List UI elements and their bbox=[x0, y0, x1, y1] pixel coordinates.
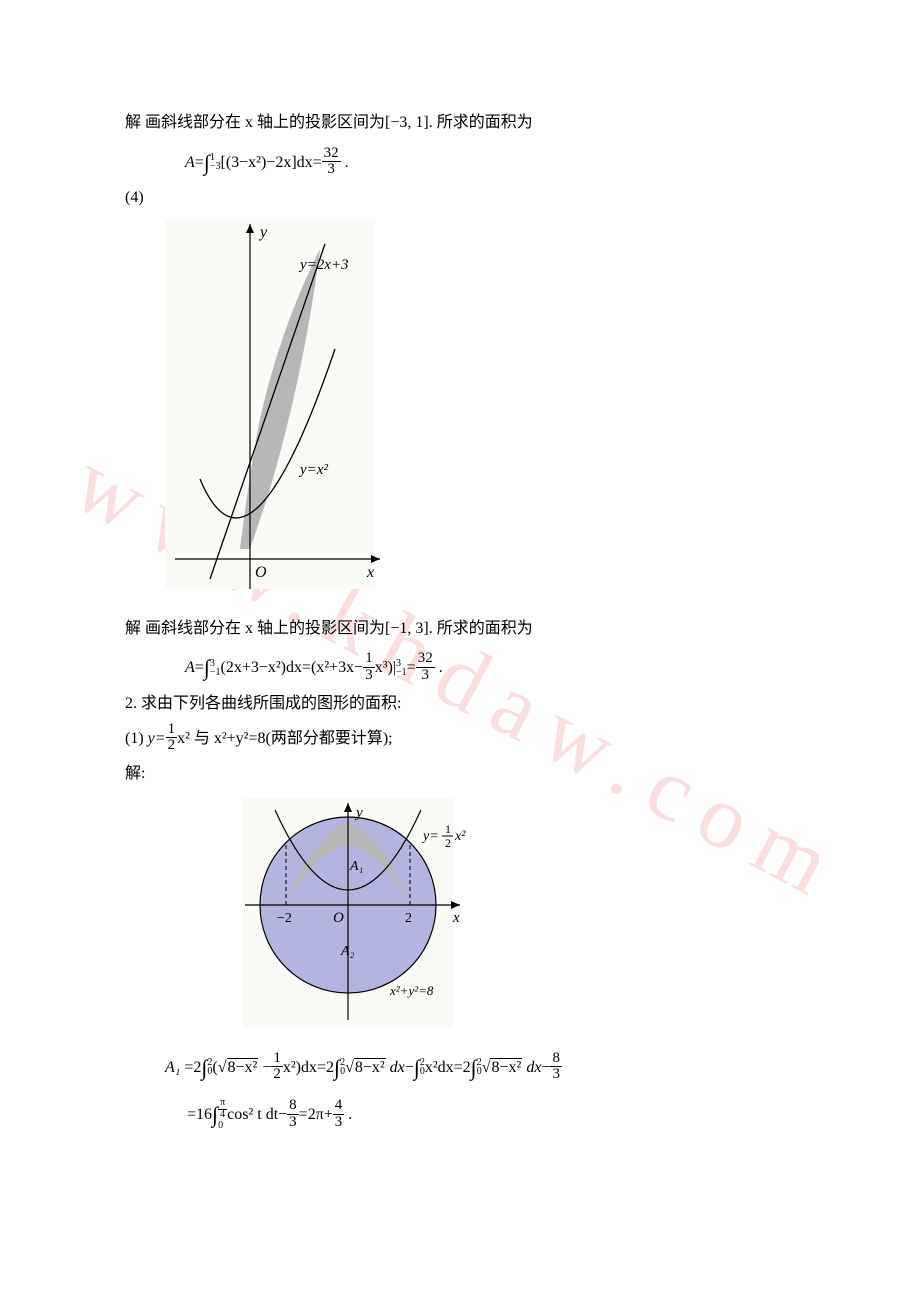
figure-2: y x O −2 2 A₁ A₂ x²+y²=8 y= 1 2 x² bbox=[225, 795, 810, 1035]
q-num: 2. bbox=[125, 695, 137, 712]
parab2-x2: x² bbox=[454, 829, 466, 844]
pre2: =2 bbox=[317, 1059, 334, 1076]
lim: 20 bbox=[207, 1058, 212, 1076]
int-limits: 3−1 bbox=[210, 659, 221, 677]
fraction: 323 bbox=[416, 651, 435, 684]
y-label: y bbox=[258, 224, 268, 241]
x-arrow bbox=[371, 555, 380, 563]
q-num: (1) bbox=[125, 729, 144, 746]
figure-1: y x O y=2x+3 y=x² bbox=[165, 219, 810, 604]
lim: π40 bbox=[218, 1099, 227, 1130]
fraction: 12 bbox=[166, 722, 178, 755]
x-arrow2 bbox=[451, 901, 460, 909]
x-label2: x bbox=[452, 910, 460, 926]
sqrt: 8−x² bbox=[345, 1055, 386, 1081]
neg2-tick: −2 bbox=[277, 911, 292, 926]
question-2: 2. 求由下列各曲线所围成的图形的面积: bbox=[125, 691, 810, 717]
eq-lhs: A bbox=[185, 154, 195, 171]
mid2: x³)| bbox=[375, 659, 396, 676]
final-eq-2: =16∫π40cos² t dt−83=2π+43 . bbox=[125, 1094, 810, 1132]
a2-label: A₂ bbox=[340, 944, 355, 959]
sqrt: 8−x² bbox=[218, 1055, 259, 1081]
a1: A₁ bbox=[165, 1059, 180, 1076]
graph2-svg: y x O −2 2 A₁ A₂ x²+y²=8 y= 1 2 x² bbox=[225, 795, 505, 1030]
dx: dx bbox=[386, 1059, 405, 1076]
x2dx2: x²dx bbox=[425, 1059, 454, 1076]
parab2-eq1: y= bbox=[421, 829, 439, 844]
integrand: [(3−x²)−2x]dx bbox=[220, 154, 312, 171]
solution-1-text: 解 画斜线部分在 x 轴上的投影区间为[−3, 1]. 所求的面积为 bbox=[125, 110, 810, 136]
y-label2: y bbox=[354, 805, 363, 821]
question-2-1: (1) y=12x² 与 x²+y²=8(两部分都要计算); bbox=[125, 723, 810, 756]
sol-text: 画斜线部分在 x 轴上的投影区间为[−3, 1]. 所求的面积为 bbox=[145, 114, 533, 131]
sol-label: 解 bbox=[125, 114, 141, 131]
pre3: =2 bbox=[454, 1059, 471, 1076]
sol-text: 画斜线部分在 x 轴上的投影区间为[−1, 3]. 所求的面积为 bbox=[145, 620, 533, 637]
pre: =2 bbox=[184, 1059, 201, 1076]
int-limits: 1−3 bbox=[210, 153, 221, 171]
x2dx: x²)dx bbox=[283, 1059, 317, 1076]
fraction: 13 bbox=[363, 651, 375, 684]
solution-2-text: 解 画斜线部分在 x 轴上的投影区间为[−1, 3]. 所求的面积为 bbox=[125, 616, 810, 642]
line-eq: y=2x+3 bbox=[298, 257, 349, 273]
lim: 20 bbox=[420, 1058, 425, 1076]
origin-label: O bbox=[255, 564, 267, 581]
fraction: 43 bbox=[333, 1098, 345, 1131]
fraction: 83 bbox=[287, 1098, 299, 1131]
pos2-tick: 2 bbox=[405, 911, 412, 926]
sqrt: 8−x² bbox=[482, 1055, 523, 1081]
final-eq-1: A₁ =2∫20(8−x² −12x²)dx=2∫208−x² dx−∫20x²… bbox=[125, 1047, 810, 1085]
a1-label: A₁ bbox=[349, 859, 363, 874]
page-content: 解 画斜线部分在 x 轴上的投影区间为[−3, 1]. 所求的面积为 A=∫1−… bbox=[125, 110, 810, 1132]
circle-eq: x²+y²=8 bbox=[389, 983, 434, 998]
parab-eq: y=x² bbox=[298, 462, 328, 478]
parab2-frac-n: 1 bbox=[445, 822, 451, 836]
item-4: (4) bbox=[125, 185, 810, 211]
graph1-svg: y x O y=2x+3 y=x² bbox=[165, 219, 395, 599]
solution-1-eq: A=∫1−3[(3−x²)−2x]dx=323 . bbox=[125, 142, 810, 180]
q-text: 求由下列各曲线所围成的图形的面积: bbox=[141, 695, 401, 712]
dx: dx bbox=[522, 1059, 541, 1076]
rest: x² 与 x²+y²=8(两部分都要计算); bbox=[177, 729, 393, 746]
eq-lhs: A bbox=[185, 659, 195, 676]
solution-2-eq: A=∫3−1(2x+3−x²)dx=(x²+3x−13x³)|3−1=323 . bbox=[125, 647, 810, 685]
fraction: 83 bbox=[550, 1051, 562, 1084]
eq: =2π+ bbox=[299, 1106, 333, 1123]
sol-label: 解 bbox=[125, 620, 141, 637]
minus: − bbox=[405, 1059, 414, 1076]
integrand: (2x+3−x²)dx bbox=[220, 659, 302, 676]
eval-limits: 3−1 bbox=[396, 659, 407, 677]
parab2-frac-d: 2 bbox=[445, 836, 451, 850]
cos: cos² t dt− bbox=[227, 1106, 287, 1123]
solution-3-label: 解: bbox=[125, 761, 810, 787]
y-eq: y= bbox=[148, 729, 166, 746]
x-label: x bbox=[366, 564, 374, 581]
origin2: O bbox=[333, 910, 344, 926]
mid: (x²+3x− bbox=[311, 659, 363, 676]
fraction: 12 bbox=[271, 1051, 283, 1084]
pre: =16 bbox=[187, 1106, 212, 1123]
fraction: 323 bbox=[322, 146, 341, 179]
